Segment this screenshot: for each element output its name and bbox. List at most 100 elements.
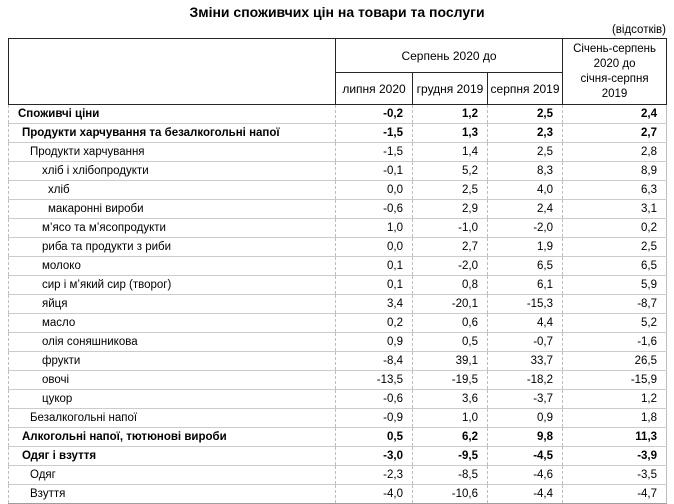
value-cell: -4,7	[562, 484, 668, 504]
page-title: Зміни споживчих цін на товари та послуги	[189, 4, 485, 20]
value-cell: -2,0	[412, 256, 488, 276]
row-label: фрукти	[8, 351, 336, 371]
value-cell: 2,5	[487, 104, 564, 124]
table-row: Алкогольні напої, тютюнові вироби 0,5 6,2 9…	[8, 427, 668, 447]
value-cell: -8,5	[412, 465, 488, 485]
value-cell: 2,5	[412, 180, 488, 200]
value-cell: 3,6	[412, 389, 488, 409]
value-cell: 6,5	[487, 256, 564, 276]
value-cell: 1,2	[562, 389, 668, 409]
header-row-sub: липня 2020 грудня 2019 серпня 2019	[9, 72, 667, 105]
value-cell: 0,2	[335, 313, 413, 333]
unit-note: (відсотків)	[611, 24, 666, 36]
value-cell: -3,7	[487, 389, 564, 409]
value-cell: 5,2	[562, 313, 668, 333]
value-cell: 11,3	[562, 427, 668, 447]
value-cell: -3,9	[562, 446, 668, 466]
value-cell: 1,4	[412, 142, 488, 162]
value-cell: 0,8	[412, 275, 488, 295]
value-cell: 1,2	[412, 104, 488, 124]
value-cell: 1,8	[562, 408, 668, 428]
corner-cell	[8, 38, 336, 105]
value-cell: 0,9	[487, 408, 564, 428]
table-row: Безалкогольні напої -0,9 1,0 0,9 1,8	[8, 408, 668, 428]
row-label: Алкогольні напої, тютюнові вироби	[8, 427, 336, 447]
value-cell: 8,9	[562, 161, 668, 181]
table-header: Серпень 2020 до Січень-серпень 2020 до с…	[8, 38, 668, 105]
value-cell: 2,4	[487, 199, 564, 219]
row-label: цукор	[8, 389, 336, 409]
row-label: макаронні вироби	[8, 199, 336, 219]
value-cell: -2,3	[335, 465, 413, 485]
sub-header-cell: серпня 2019	[486, 72, 564, 105]
consumer-price-table: Серпень 2020 до Січень-серпень 2020 до с…	[8, 38, 668, 504]
value-cell: 0,0	[335, 180, 413, 200]
table-body: Споживчі ціни -0,2 1,2 2,5 2,4 Продукти харчу…	[8, 104, 668, 504]
table-row: фрукти -8,4 39,1 33,7 26,5	[8, 351, 668, 371]
value-cell: -18,2	[487, 370, 564, 390]
value-cell: 9,8	[487, 427, 564, 447]
value-cell: -4,5	[487, 446, 564, 466]
value-cell: -19,5	[412, 370, 488, 390]
ytd-header-cell: Січень-серпень 2020 до січня-серпня 2019	[562, 38, 668, 105]
value-cell: 4,0	[487, 180, 564, 200]
row-label: Безалкогольні напої	[8, 408, 336, 428]
value-cell: 2,7	[412, 237, 488, 257]
value-cell: 1,9	[487, 237, 564, 257]
table-row: м’ясо та м’ясопродукти 1,0 -1,0 -2,0 0,2	[8, 218, 668, 238]
value-cell: 3,1	[562, 199, 668, 219]
table-row: олія соняшникова 0,9 0,5 -0,7 -1,6	[8, 332, 668, 352]
value-cell: 0,9	[335, 332, 413, 352]
row-label: Взуття	[8, 484, 336, 504]
table-row: хліб 0,0 2,5 4,0 6,3	[8, 180, 668, 200]
value-cell: 1,0	[335, 218, 413, 238]
value-cell: 5,9	[562, 275, 668, 295]
value-cell: -1,6	[562, 332, 668, 352]
value-cell: -0,2	[335, 104, 413, 124]
row-label: Продукти харчування	[8, 142, 336, 162]
row-label: Одяг і взуття	[8, 446, 336, 466]
row-label: сир і м’який сир (творог)	[8, 275, 336, 295]
value-cell: 2,5	[487, 142, 564, 162]
value-cell: -0,7	[487, 332, 564, 352]
value-cell: -10,6	[412, 484, 488, 504]
table-row: хліб і хлібопродукти -0,1 5,2 8,3 8,9	[8, 161, 668, 181]
value-cell: 0,5	[335, 427, 413, 447]
row-label: м’ясо та м’ясопродукти	[8, 218, 336, 238]
sub-header-cell: липня 2020	[335, 72, 413, 105]
value-cell: 5,2	[412, 161, 488, 181]
row-label: яйця	[8, 294, 336, 314]
group-header-cell: Серпень 2020 до	[334, 38, 564, 73]
value-cell: 8,3	[487, 161, 564, 181]
value-cell: -4,4	[487, 484, 564, 504]
row-label: хліб	[8, 180, 336, 200]
row-label: Споживчі ціни	[8, 104, 336, 124]
value-cell: 33,7	[487, 351, 564, 371]
row-label: Одяг	[8, 465, 336, 485]
table-row: Одяг -2,3 -8,5 -4,6 -3,5	[8, 465, 668, 485]
value-cell: 2,4	[562, 104, 668, 124]
value-cell: 0,6	[412, 313, 488, 333]
table-row: Продукти харчування та безалкогольні нап…	[8, 123, 668, 143]
value-cell: -9,5	[412, 446, 488, 466]
value-cell: 26,5	[562, 351, 668, 371]
value-cell: -15,9	[562, 370, 668, 390]
value-cell: -0,6	[335, 199, 413, 219]
table-row: Взуття -4,0 -10,6 -4,4 -4,7	[8, 484, 668, 504]
value-cell: 1,0	[412, 408, 488, 428]
row-label: риба та продукти з риби	[8, 237, 336, 257]
value-cell: 2,9	[412, 199, 488, 219]
value-cell: -4,0	[335, 484, 413, 504]
row-label: молоко	[8, 256, 336, 276]
value-cell: -15,3	[487, 294, 564, 314]
table-row: молоко 0,1 -2,0 6,5 6,5	[8, 256, 668, 276]
value-cell: -3,0	[335, 446, 413, 466]
value-cell: -8,4	[335, 351, 413, 371]
table-row: Продукти харчування -1,5 1,4 2,5 2,8	[8, 142, 668, 162]
value-cell: -2,0	[487, 218, 564, 238]
value-cell: 2,3	[487, 123, 564, 143]
value-cell: 0,5	[412, 332, 488, 352]
value-cell: -0,9	[335, 408, 413, 428]
value-cell: 6,3	[562, 180, 668, 200]
row-label: Продукти харчування та безалкогольні нап…	[8, 123, 336, 143]
